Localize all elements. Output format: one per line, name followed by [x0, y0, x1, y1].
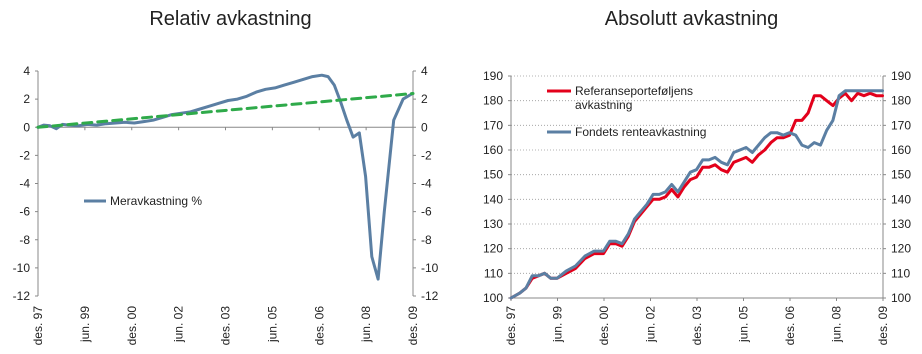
- y-tick-label-left: 100: [483, 291, 503, 305]
- series-line-0: [509, 91, 884, 300]
- y-tick-label-left: -10: [13, 261, 31, 275]
- y-tick-label-left: 150: [483, 168, 503, 182]
- x-tick-label: des. 09: [876, 306, 890, 346]
- y-tick-label-left: 4: [23, 64, 30, 78]
- y-tick-label-left: 130: [483, 217, 503, 231]
- y-tick-label-left: 190: [483, 69, 503, 83]
- y-tick-label-left: 180: [483, 94, 503, 108]
- y-tick-label-left: 160: [483, 143, 503, 157]
- y-tick-label-right: 140: [891, 192, 911, 206]
- y-tick-label-right: 180: [891, 94, 911, 108]
- y-tick-label-right: 160: [891, 143, 911, 157]
- y-tick-label-right: -8: [421, 233, 432, 247]
- y-tick-label-left: 170: [483, 118, 503, 132]
- y-tick-label-left: 140: [483, 192, 503, 206]
- y-tick-label-right: 2: [421, 92, 428, 106]
- y-tick-label-right: 110: [891, 266, 910, 280]
- y-tick-label-left: 110: [484, 266, 503, 280]
- y-tick-label-right: 150: [891, 168, 911, 182]
- x-tick-label: jun. 02: [172, 306, 186, 343]
- x-tick-label: jun. 02: [644, 306, 658, 343]
- x-tick-label: des. 00: [597, 306, 611, 346]
- x-tick-label: des. 03: [219, 306, 233, 346]
- x-tick-label: des. 97: [31, 306, 45, 346]
- y-tick-label-left: -2: [19, 148, 30, 162]
- x-tick-label: jun. 99: [78, 306, 92, 343]
- x-tick-label: des. 09: [406, 306, 420, 346]
- y-tick-label-right: 190: [891, 69, 911, 83]
- series-line-1: [509, 89, 884, 300]
- chart-title-relativ: Relativ avkastning: [149, 8, 312, 30]
- x-tick-label: des. 06: [783, 306, 797, 346]
- x-tick-label: jun. 05: [737, 306, 751, 343]
- x-tick-label: des. 06: [312, 306, 326, 346]
- y-tick-label-right: 170: [891, 118, 911, 132]
- y-tick-label-left: 2: [23, 92, 30, 106]
- y-tick-label-right: 0: [421, 120, 428, 134]
- y-tick-label-right: 120: [891, 242, 911, 256]
- y-tick-label-right: -6: [421, 205, 432, 219]
- series-line-0: [36, 73, 414, 281]
- x-tick-label: des. 00: [125, 306, 139, 346]
- legend-label-fondets: Fondets renteavkastning: [575, 125, 706, 139]
- y-tick-label-right: -4: [421, 177, 432, 191]
- legend-label-referanse-line2: avkastning: [575, 98, 632, 112]
- x-tick-label: jun. 08: [830, 306, 844, 343]
- y-tick-label-right: 130: [891, 217, 911, 231]
- y-tick-label-left: 120: [483, 242, 503, 256]
- y-tick-label-right: 100: [891, 291, 911, 305]
- y-tick-label-right: -2: [421, 148, 432, 162]
- legend-label-meravkastning: Meravkastning %: [110, 194, 202, 208]
- chart-svg-relativ: -12 -10 -8 -6 -4 -2 0 2 4 -12 -10 -8 -6 -4 -2 0 2 4 des. 9…: [13, 64, 439, 346]
- x-tick-label: jun. 08: [359, 306, 373, 343]
- x-tick-label: jun. 99: [551, 306, 565, 343]
- y-tick-label-left: 0: [23, 120, 30, 134]
- y-tick-label-left: -12: [13, 289, 31, 303]
- x-tick-label: des. 97: [504, 306, 518, 346]
- y-tick-label-left: -4: [19, 177, 30, 191]
- y-tick-label-left: -8: [19, 233, 30, 247]
- chart-absolutt: Absolutt avkastning 100 110 120 130 140 150 16…: [461, 0, 922, 354]
- chart-svg-absolutt: 100 110 120 130 140 150 160 170 180 190 100 110 120 1…: [483, 69, 911, 346]
- y-tick-label-right: -10: [421, 261, 439, 275]
- x-tick-label: des. 03: [690, 306, 704, 346]
- x-tick-label: jun. 05: [265, 306, 279, 343]
- y-tick-label-right: -12: [421, 289, 439, 303]
- y-tick-label-right: 4: [421, 64, 428, 78]
- legend-label-referanse-line1: Referanseporteføljens: [575, 84, 693, 98]
- chart-title-absolutt: Absolutt avkastning: [604, 8, 779, 30]
- series-line-1: [36, 92, 415, 129]
- y-tick-label-left: -6: [19, 205, 30, 219]
- chart-relativ: Relativ avkastning -12 -10 -8 -6 -4 -2 0 2 4 -12-…: [13, 8, 439, 346]
